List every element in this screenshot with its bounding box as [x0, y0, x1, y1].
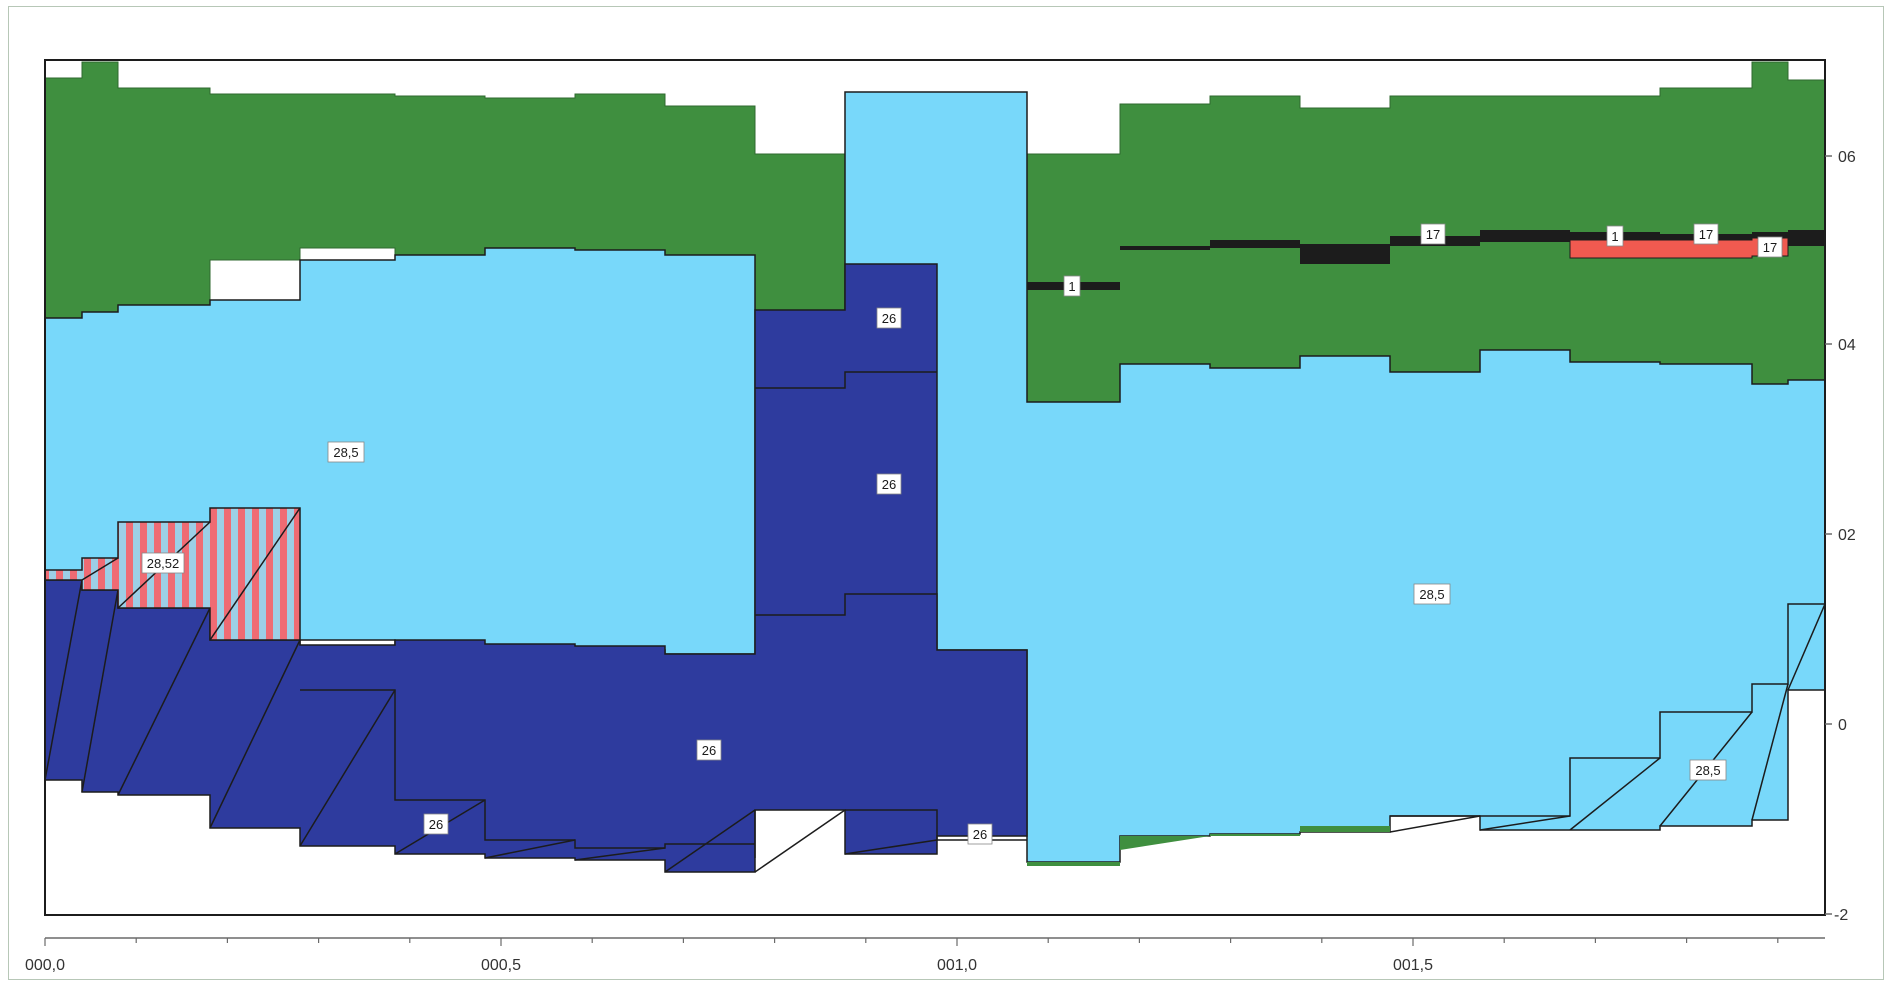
value-label-box	[141, 552, 185, 574]
value-label: 1	[1611, 229, 1618, 244]
value-label: 28,5	[1695, 763, 1720, 778]
frame-border	[8, 6, 1884, 980]
value-label: 17	[1763, 240, 1777, 255]
y-tick-label: 04	[1838, 337, 1856, 354]
layer-dark-blue	[44, 263, 1028, 873]
layer-hatched	[44, 507, 301, 641]
y-axis-ticks	[1825, 155, 1832, 915]
value-label: 28,5	[1419, 587, 1444, 602]
value-label-box	[1693, 223, 1719, 245]
value-label-box	[1606, 225, 1624, 247]
value-label-group: 28,5 28,52 26 26 26 26 26 28,5 28,5 1 17…	[141, 223, 1783, 845]
value-label-box	[876, 473, 902, 495]
value-label-box	[876, 307, 902, 329]
value-label-box	[967, 823, 993, 845]
y-tick-label: -2	[1834, 907, 1848, 924]
layer-red-band	[1569, 237, 1789, 259]
value-label: 26	[429, 817, 443, 832]
value-label: 26	[882, 477, 896, 492]
value-label-box	[327, 441, 365, 463]
value-label-box	[1689, 759, 1727, 781]
x-tick-label: 001,0	[937, 957, 977, 974]
layer-green-bottom	[1027, 826, 1390, 866]
value-label: 17	[1426, 227, 1440, 242]
value-label-box	[1413, 583, 1451, 605]
value-label: 17	[1699, 227, 1713, 242]
value-label-box	[423, 813, 449, 835]
value-label: 26	[973, 827, 987, 842]
value-label: 26	[702, 743, 716, 758]
value-label-box	[1757, 236, 1783, 258]
value-label: 1	[1068, 279, 1075, 294]
y-tick-label: 02	[1838, 527, 1856, 544]
x-tick-label: 001,5	[1393, 957, 1433, 974]
plot-frame	[44, 59, 1826, 916]
y-tick-label: 0	[1838, 717, 1847, 734]
value-label: 28,52	[147, 556, 180, 571]
dark-blue-divisions	[44, 371, 1027, 873]
value-label-box	[696, 739, 722, 761]
y-tick-label: 06	[1838, 149, 1856, 166]
value-label: 26	[882, 311, 896, 326]
value-label-box	[1420, 223, 1446, 245]
value-label: 28,5	[333, 445, 358, 460]
x-axis-minor-ticks	[44, 938, 1779, 946]
x-tick-label: 000,0	[25, 957, 65, 974]
x-tick-label: 000,5	[481, 957, 521, 974]
value-label-box	[1063, 275, 1081, 297]
